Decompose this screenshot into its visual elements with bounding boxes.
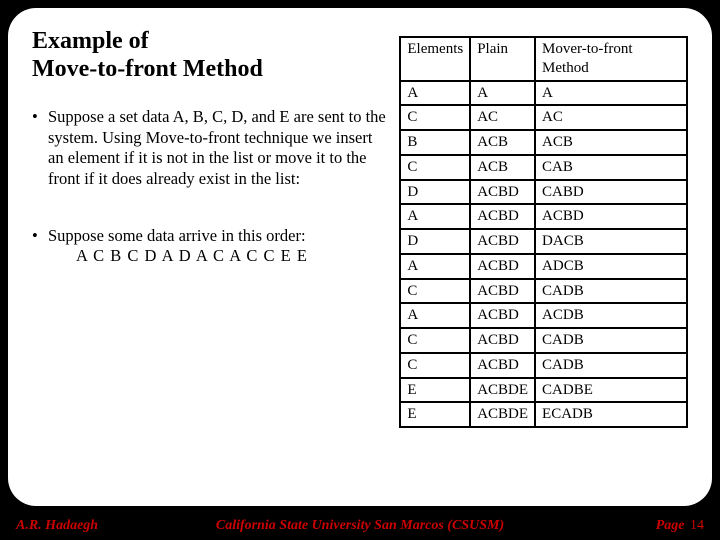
table-row: DACBDCABD — [400, 180, 687, 205]
table-cell: D — [400, 180, 470, 205]
table-cell: AC — [535, 105, 687, 130]
table-cell: C — [400, 328, 470, 353]
table-cell: ACBD — [470, 254, 535, 279]
table-cell: ACBD — [470, 303, 535, 328]
table-cell: CAB — [535, 155, 687, 180]
slide-title: Example of Move-to-front Method — [32, 28, 387, 83]
table-row: AAA — [400, 81, 687, 106]
table-cell: C — [400, 105, 470, 130]
table-cell: C — [400, 353, 470, 378]
table-cell: ACBD — [535, 204, 687, 229]
footer-author: A.R. Hadaegh — [16, 518, 98, 534]
table-row: EACBDEECADB — [400, 402, 687, 427]
left-column: Example of Move-to-front Method Suppose … — [32, 28, 387, 494]
table-cell: A — [400, 254, 470, 279]
table-cell: CADB — [535, 328, 687, 353]
table-cell: D — [400, 229, 470, 254]
table-cell: ACDB — [535, 303, 687, 328]
table-cell: A — [400, 81, 470, 106]
table-cell: B — [400, 130, 470, 155]
bullet-2: Suppose some data arrive in this order: … — [32, 226, 387, 267]
table-cell: E — [400, 378, 470, 403]
slide: Example of Move-to-front Method Suppose … — [8, 8, 712, 506]
table-row: CACBCAB — [400, 155, 687, 180]
table-cell: ACBDE — [470, 402, 535, 427]
table-cell: ACBD — [470, 279, 535, 304]
table-cell: A — [470, 81, 535, 106]
table-row: CACBDCADB — [400, 353, 687, 378]
table-row: BACBACB — [400, 130, 687, 155]
table-row: CACBDCADB — [400, 279, 687, 304]
table-cell: CADB — [535, 353, 687, 378]
table-row: DACBDDACB — [400, 229, 687, 254]
footer-university: California State University San Marcos (… — [216, 518, 504, 534]
table-cell: ACB — [535, 130, 687, 155]
table-cell: E — [400, 402, 470, 427]
table-row: EACBDECADBE — [400, 378, 687, 403]
table-cell: ACBDE — [470, 378, 535, 403]
table-row: CACBDCADB — [400, 328, 687, 353]
table-cell: ACBD — [470, 353, 535, 378]
table-cell: A — [400, 204, 470, 229]
table-cell: DACB — [535, 229, 687, 254]
page-number: 14 — [690, 518, 704, 533]
table-cell: A — [535, 81, 687, 106]
table-cell: AC — [470, 105, 535, 130]
bullet-2-text: Suppose some data arrive in this order: — [48, 226, 306, 245]
table-cell: ACBD — [470, 328, 535, 353]
table-cell: C — [400, 279, 470, 304]
table-row: CACAC — [400, 105, 687, 130]
table-cell: ACBD — [470, 204, 535, 229]
data-table: Elements Plain Mover-to-front Method AAA… — [399, 36, 688, 428]
table-body: AAACACACBACBACBCACBCABDACBDCABDAACBDACBD… — [400, 81, 687, 428]
table-row: AACBDACBD — [400, 204, 687, 229]
table-cell: CADBE — [535, 378, 687, 403]
table-cell: ACB — [470, 130, 535, 155]
footer-page: Page 14 — [656, 518, 704, 534]
page-label: Page — [656, 518, 685, 533]
table-cell: CABD — [535, 180, 687, 205]
col-header-mtf: Mover-to-front Method — [535, 37, 687, 81]
col-header-elements: Elements — [400, 37, 470, 81]
table-cell: ECADB — [535, 402, 687, 427]
table-row: AACBDADCB — [400, 254, 687, 279]
table-cell: C — [400, 155, 470, 180]
sequence: A C B C D A D A C A C C E E — [48, 246, 308, 265]
table-cell: ACBD — [470, 180, 535, 205]
table-cell: A — [400, 303, 470, 328]
right-column: Elements Plain Mover-to-front Method AAA… — [399, 28, 688, 494]
title-line-1: Example of — [32, 28, 149, 54]
table-cell: CADB — [535, 279, 687, 304]
table-cell: ACBD — [470, 229, 535, 254]
col-header-plain: Plain — [470, 37, 535, 81]
content-row: Example of Move-to-front Method Suppose … — [32, 28, 688, 494]
title-line-2: Move-to-front Method — [32, 56, 263, 82]
table-cell: ADCB — [535, 254, 687, 279]
footer: A.R. Hadaegh California State University… — [0, 518, 720, 534]
bullet-1: Suppose a set data A, B, C, D, and E are… — [32, 107, 387, 190]
table-cell: ACB — [470, 155, 535, 180]
table-row: AACBDACDB — [400, 303, 687, 328]
table-header-row: Elements Plain Mover-to-front Method — [400, 37, 687, 81]
